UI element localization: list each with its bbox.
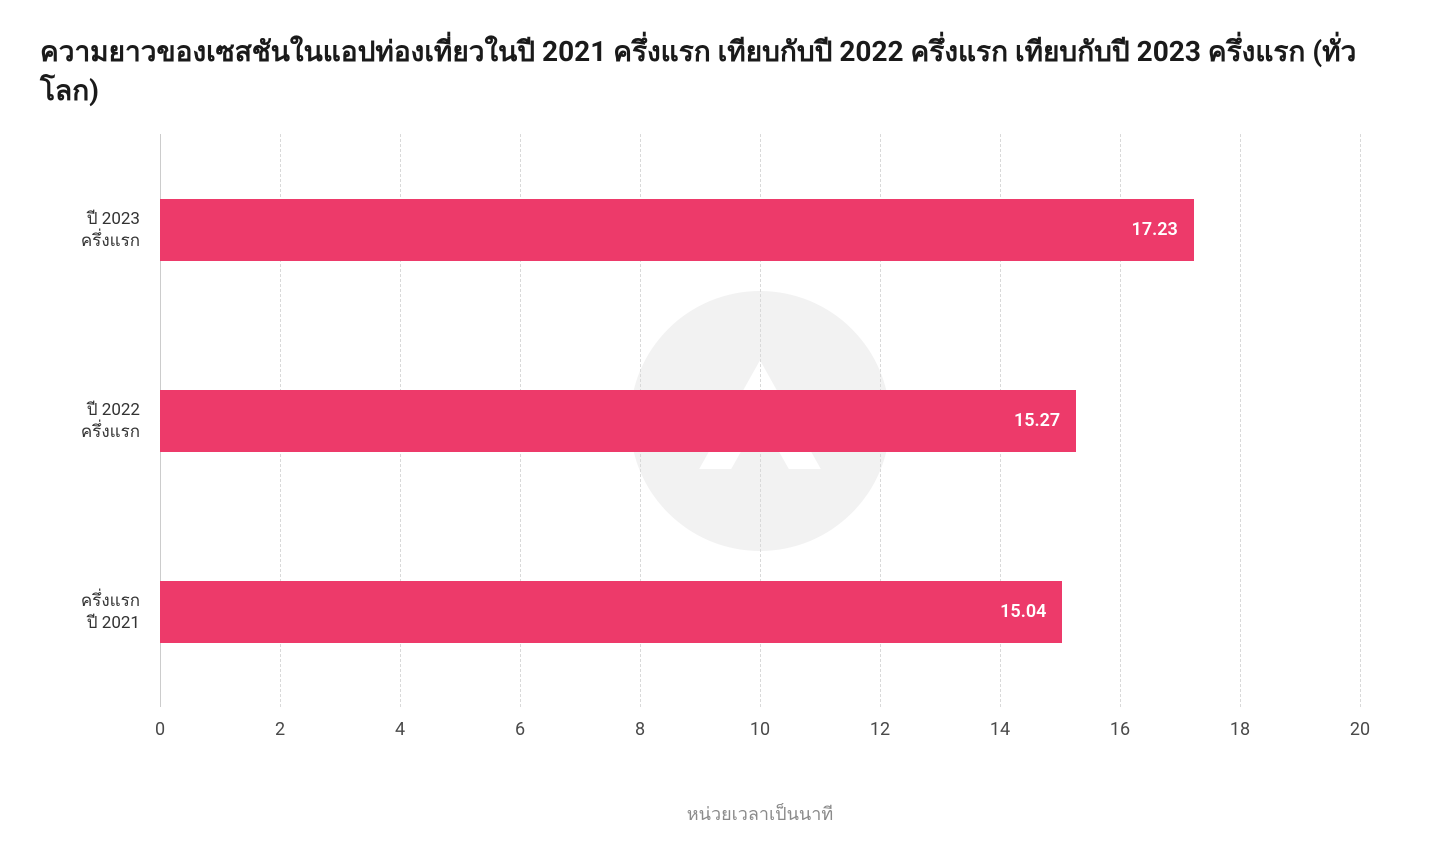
x-axis-title: หน่วยเวลาเป็นนาที — [160, 799, 1360, 828]
bar-value-label: 15.04 — [1000, 601, 1046, 622]
chart-wrap: ปี 2023ครึ่งแรกปี 2022ครึ่งแรกครึ่งแรกปี… — [40, 134, 1400, 777]
y-axis-category-label: ครึ่งแรกปี 2021 — [40, 581, 150, 643]
bars-group: 17.23 15.27 15.04 — [160, 134, 1360, 707]
bar-row: 17.23 — [160, 199, 1360, 261]
bar: 17.23 — [160, 199, 1194, 261]
x-tick-label: 16 — [1110, 719, 1130, 740]
x-tick-label: 14 — [990, 719, 1010, 740]
bar-row: 15.27 — [160, 390, 1360, 452]
x-tick-label: 10 — [750, 719, 770, 740]
chart-area: ปี 2023ครึ่งแรกปี 2022ครึ่งแรกครึ่งแรกปี… — [160, 134, 1360, 777]
y-axis-category-label: ปี 2023ครึ่งแรก — [40, 199, 150, 261]
gridline — [1360, 134, 1361, 707]
x-tick-label: 0 — [155, 719, 165, 740]
y-axis-labels: ปี 2023ครึ่งแรกปี 2022ครึ่งแรกครึ่งแรกปี… — [40, 134, 150, 707]
x-tick-label: 6 — [515, 719, 525, 740]
x-tick-label: 8 — [635, 719, 645, 740]
x-tick-label: 2 — [275, 719, 285, 740]
bar-value-label: 15.27 — [1014, 410, 1060, 431]
x-tick-label: 12 — [870, 719, 890, 740]
bar-row: 15.04 — [160, 581, 1360, 643]
bar-value-label: 17.23 — [1132, 219, 1178, 240]
bar: 15.04 — [160, 581, 1062, 643]
y-axis-category-label: ปี 2022ครึ่งแรก — [40, 390, 150, 452]
x-tick-label: 20 — [1350, 719, 1370, 740]
x-axis: 02468101214161820 — [160, 719, 1360, 759]
chart-container: ความยาวของเซสชันในแอปท่องเที่ยวในปี 2021… — [0, 0, 1440, 847]
x-tick-label: 18 — [1230, 719, 1250, 740]
plot-area: ปี 2023ครึ่งแรกปี 2022ครึ่งแรกครึ่งแรกปี… — [160, 134, 1360, 707]
bar: 15.27 — [160, 390, 1076, 452]
x-tick-label: 4 — [395, 719, 405, 740]
chart-title: ความยาวของเซสชันในแอปท่องเที่ยวในปี 2021… — [40, 32, 1400, 110]
